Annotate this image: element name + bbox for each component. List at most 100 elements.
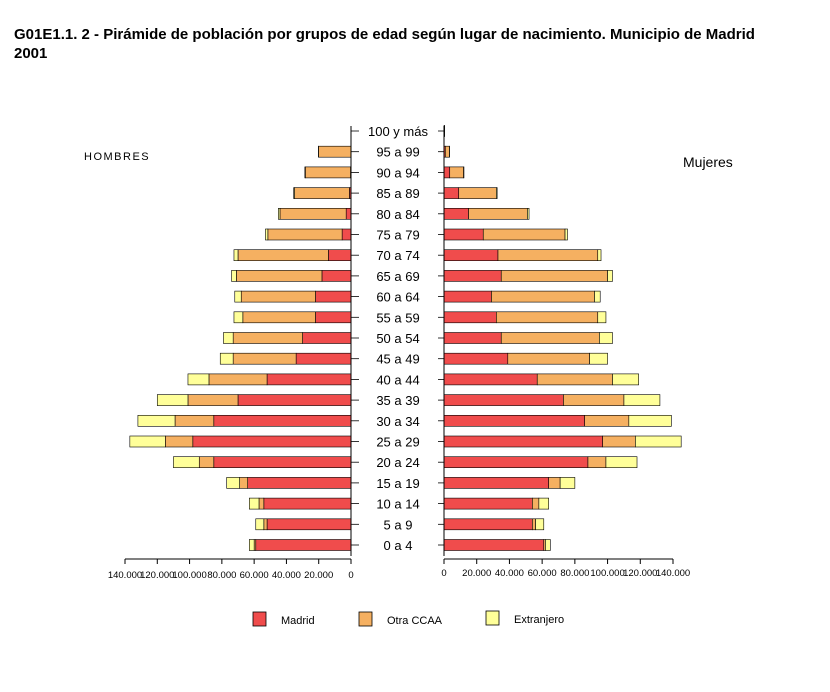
bar-mujeres-otra-ccaa [491,290,595,303]
right-tick-label: 60.000 [528,568,557,579]
right-tick-label: 80.000 [560,568,589,579]
bar-hombres-otra-ccaa [263,518,268,531]
bar-mujeres-madrid [443,228,484,241]
bar-mujeres-otra-ccaa [497,249,599,261]
bar-hombres-otra-ccaa [232,332,303,344]
bar-hombres-madrid [295,352,352,365]
bar-hombres-otra-ccaa [187,394,239,406]
bar-hombres-extranjero [233,311,244,324]
bar-mujeres-otra-ccaa [536,373,613,386]
legend-swatch-madrid [252,611,267,627]
age-group-labels: 0 a 4 5 a 9 10 a 14 15 a 19 20 a 24 25 a 29 30… [368,124,428,553]
bar-hombres-extranjero [137,414,176,427]
legend: Madrid Otra CCAA Extranjero [252,610,564,627]
bar-hombres-otra-ccaa [198,456,215,469]
bar-mujeres-madrid [443,373,538,386]
bar-hombres-madrid [345,208,352,220]
bar-hombres-extranjero [173,456,200,469]
bar-mujeres-otra-ccaa [507,352,590,365]
bar-mujeres-otra-ccaa [449,166,464,179]
legend-swatch-extranjero [485,610,500,626]
age-group-label: 0 a 4 [384,538,413,553]
bar-hombres-extranjero [278,208,281,220]
hombres-bars [129,145,352,551]
age-group-label: 20 a 24 [376,455,419,470]
bar-mujeres-extranjero [594,290,601,303]
bar-mujeres-madrid [443,456,589,469]
bar-mujeres-extranjero [564,228,568,241]
bar-hombres-extranjero [265,228,269,241]
age-group-label: 50 a 54 [376,331,419,346]
bar-hombres-extranjero [226,477,240,489]
left-tick-label: 40.000 [272,570,301,581]
bar-hombres-madrid [192,435,352,448]
age-group-label: 70 a 74 [376,248,419,263]
bar-hombres-madrid [213,414,352,427]
bar-hombres-extranjero [129,435,166,448]
age-group-label: 65 a 69 [376,269,419,284]
bar-hombres-otra-ccaa [240,290,316,303]
subtitle-year: 2001 [14,45,48,62]
bar-hombres-extranjero [156,394,189,406]
bar-mujeres-otra-ccaa [548,477,561,489]
right-tick-label: 120.000 [623,568,657,579]
age-group-label: 35 a 39 [376,393,419,408]
legend-swatch-otra-ccaa [358,611,373,627]
bar-hombres-otra-ccaa [279,208,347,220]
bar-mujeres-otra-ccaa [500,270,608,282]
title-line: G01E1.1. 2 - Pirámide de población por g… [14,26,755,43]
age-group-label: 55 a 59 [376,310,419,325]
bar-hombres-madrid [315,290,352,303]
bar-mujeres-otra-ccaa [500,332,600,344]
bar-mujeres-madrid [443,249,499,261]
bar-mujeres-madrid [443,518,533,531]
age-group-label: 15 a 19 [376,476,419,491]
bar-mujeres-otra-ccaa [532,497,540,510]
age-group-label: 80 a 84 [376,207,419,222]
bar-hombres-otra-ccaa [305,166,351,179]
bar-mujeres-extranjero [599,332,613,344]
bar-mujeres-extranjero [607,270,613,282]
bar-mujeres-otra-ccaa [496,311,599,324]
bar-hombres-extranjero [249,497,260,510]
mujeres-bars [443,125,682,551]
left-tick-label: 20.000 [304,570,333,581]
bar-mujeres-otra-ccaa [468,208,528,220]
age-group-label: 30 a 34 [376,414,419,429]
age-group-label: 60 a 64 [376,290,419,305]
bar-mujeres-extranjero [623,394,661,406]
bar-mujeres-madrid [443,166,451,179]
right-tick-label: 140.000 [656,568,690,579]
bar-hombres-otra-ccaa [208,373,268,386]
bar-hombres-otra-ccaa [267,228,343,241]
bar-mujeres-madrid [443,394,564,406]
bar-mujeres-otra-ccaa [445,145,450,158]
bar-hombres-otra-ccaa [239,477,248,489]
bar-mujeres-extranjero [589,352,608,365]
age-group-label: 100 y más [368,124,428,139]
bar-mujeres-extranjero [628,414,672,427]
bar-mujeres-madrid [443,352,509,365]
bar-mujeres-madrid [443,435,603,448]
bar-hombres-madrid [266,373,352,386]
bar-mujeres-madrid [443,208,469,220]
bar-mujeres-madrid [443,270,502,282]
left-tick-label: 60.000 [240,570,269,581]
legend-label: Extranjero [514,614,564,626]
right-tick-label: 0 [441,568,446,579]
bar-hombres-extranjero [255,518,265,531]
chart-title: G01E1.1. 2 - Pirámide de población por g… [14,25,814,63]
left-tick-label: 100.000 [172,570,206,581]
bar-mujeres-madrid [443,290,492,303]
bar-mujeres-madrid [443,311,497,324]
bar-hombres-madrid [321,270,352,282]
bar-hombres-madrid [213,456,352,469]
left-tick-label: 0 [348,570,353,581]
bar-hombres-otra-ccaa [318,145,352,158]
bar-hombres-extranjero [231,270,237,282]
bar-hombres-extranjero [219,352,234,365]
bar-mujeres-madrid [443,477,549,489]
bar-mujeres-extranjero [527,208,530,220]
